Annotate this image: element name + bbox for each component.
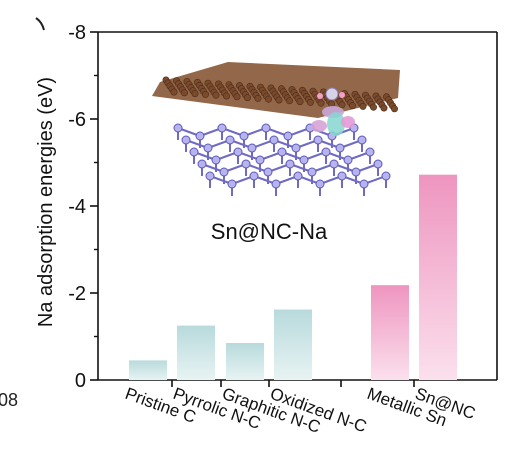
sn-atom	[315, 179, 325, 189]
sn-atom	[219, 167, 229, 177]
sn-atom	[263, 167, 273, 177]
sn-atom	[239, 131, 249, 141]
sn-atom	[189, 147, 199, 157]
carbon-atom	[317, 99, 325, 107]
bar-metallic-sn	[371, 285, 409, 380]
sn-atom	[203, 143, 213, 153]
sn-atom	[299, 155, 309, 165]
sn-atom	[381, 171, 391, 181]
y-tick-label: 0	[75, 370, 86, 392]
carbon-atom	[359, 102, 367, 110]
bar-oxidized-n-c	[274, 309, 312, 380]
carbon-atom	[348, 102, 356, 110]
sn-atom	[343, 155, 353, 165]
sn-atom	[271, 179, 281, 189]
sn-atom	[337, 171, 347, 181]
carbon-atom	[264, 95, 272, 103]
sn-atom	[233, 147, 243, 157]
bar-pristine-c	[129, 360, 167, 380]
sn-atom	[227, 179, 237, 189]
left-edge-bracket	[35, 17, 45, 31]
carbon-atom	[223, 92, 231, 100]
carbon-atom	[306, 98, 314, 106]
carbon-atom	[285, 97, 293, 105]
y-ticks: 0 -2 -4 -6 -8	[68, 22, 98, 392]
sn-atom	[211, 155, 221, 165]
bars	[129, 174, 457, 380]
sn-atom	[329, 159, 339, 169]
charge-density-illustration	[311, 87, 355, 136]
carbon-atom	[275, 96, 283, 104]
carbon-atom	[191, 90, 199, 98]
sn-atom	[261, 123, 271, 133]
sn-atom	[205, 171, 215, 181]
sn-lattice-illustration	[173, 123, 391, 196]
sn-atom	[197, 159, 207, 169]
sn-atom	[335, 143, 345, 153]
sn-atom	[283, 131, 293, 141]
sn-atom	[313, 135, 323, 145]
carbon-atom	[338, 101, 346, 109]
sn-atom	[269, 135, 279, 145]
carbon-atom	[369, 103, 377, 111]
sn-atom	[293, 171, 303, 181]
sn-atom	[249, 171, 259, 181]
carbon-atom	[380, 104, 388, 112]
y-axis-label: Na adsorption energies (eV)	[35, 77, 57, 327]
y-tick-label: -2	[68, 283, 86, 305]
carbon-atom	[296, 98, 304, 106]
sn-atom	[373, 159, 383, 169]
sn-atom	[277, 147, 287, 157]
carbon-atom	[181, 89, 189, 97]
sn-atom	[241, 159, 251, 169]
structure-inset: Sn@NC-Na	[152, 62, 400, 244]
carbon-atom	[233, 93, 241, 101]
left-edge-fragment: 08	[0, 390, 18, 410]
sn-atom	[357, 135, 367, 145]
sn-atom	[351, 167, 361, 177]
sn-atom	[359, 179, 369, 189]
sn-atom	[285, 159, 295, 169]
sn-atom	[181, 135, 191, 145]
sn-atom	[291, 143, 301, 153]
carbon-atom	[212, 91, 220, 99]
y-tick-label: -8	[68, 22, 86, 44]
carbon-atom	[170, 88, 178, 96]
sn-atom	[365, 147, 375, 157]
graphene-sheet-illustration	[152, 62, 400, 118]
bar-graphitic-n-c	[226, 343, 264, 380]
x-ticks	[171, 380, 415, 387]
sn-atom	[195, 131, 205, 141]
carbon-atom	[244, 94, 252, 102]
sn-atom	[217, 123, 227, 133]
sn-atom	[321, 147, 331, 157]
sn-atom	[307, 167, 317, 177]
sn-atom	[173, 123, 183, 133]
sn-atom	[255, 155, 265, 165]
carbon-atom	[390, 105, 398, 113]
carbon-atom	[202, 90, 210, 98]
y-tick-label: -4	[68, 196, 86, 218]
carbon-atom	[254, 94, 262, 102]
y-tick-label: -6	[68, 109, 86, 131]
bar-sn-nc	[419, 174, 457, 380]
sn-atom	[225, 135, 235, 145]
sn-atom	[247, 143, 257, 153]
bar-pyrrolic-n-c	[177, 325, 215, 380]
inset-label: Sn@NC-Na	[211, 219, 328, 244]
